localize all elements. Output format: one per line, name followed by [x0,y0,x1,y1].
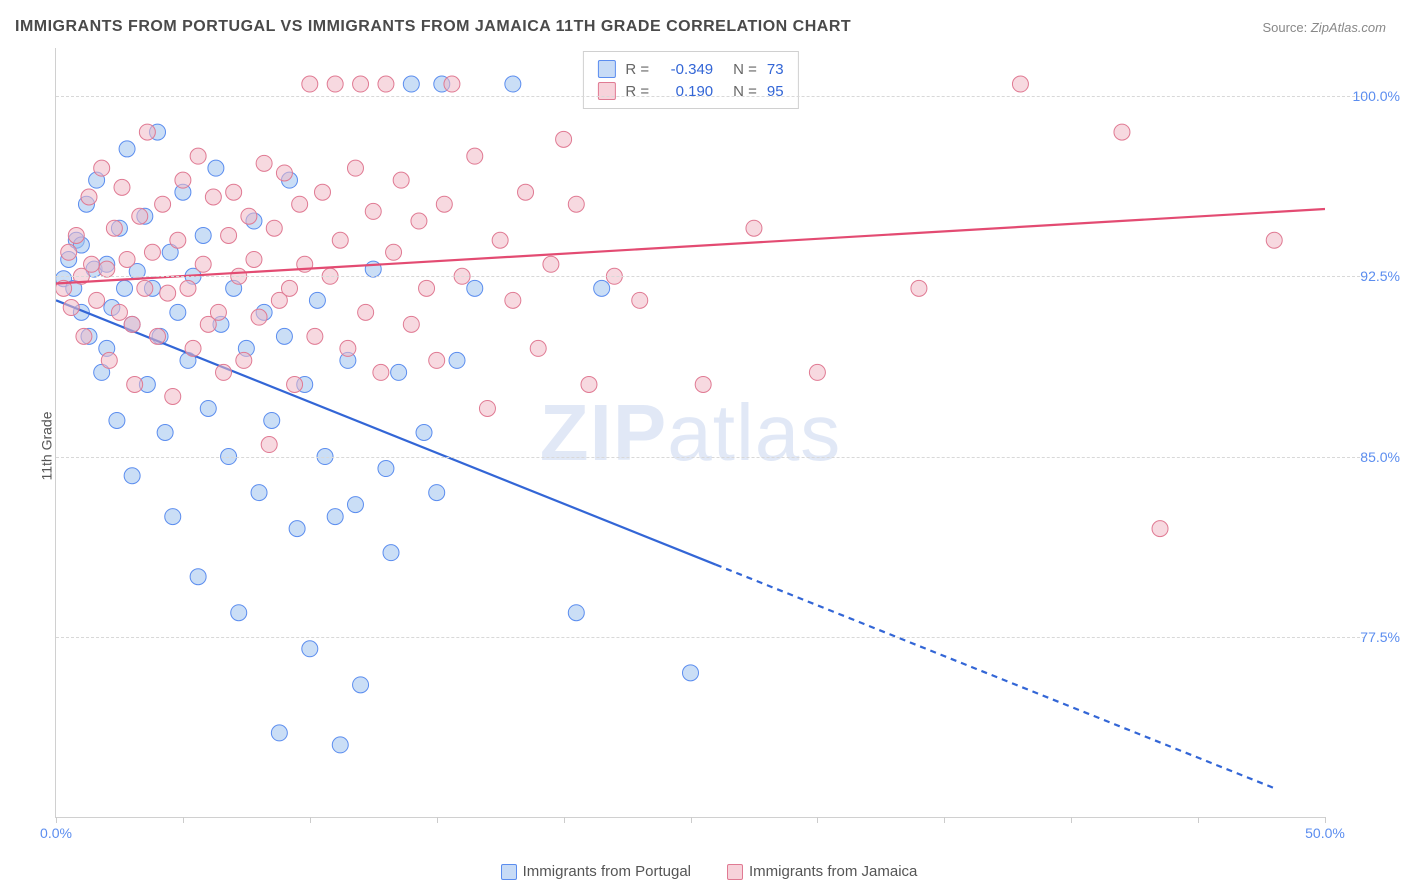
chart-svg [56,48,1325,817]
source-link[interactable]: ZipAtlas.com [1311,20,1386,35]
legend-swatch [501,864,517,880]
y-axis-label: 11th Grade [39,411,55,480]
ytick-label: 100.0% [1353,88,1400,104]
legend-bottom: Immigrants from Portugal Immigrants from … [0,863,1406,880]
plot-area: ZIPatlas R = -0.349 N = 73 R = 0.190 N =… [55,48,1325,818]
ytick-label: 85.0% [1360,449,1400,465]
legend-stats: R = -0.349 N = 73 R = 0.190 N = 95 [582,51,798,109]
legend-swatch [597,60,615,78]
xtick-label: 50.0% [1305,825,1345,841]
ytick-label: 92.5% [1360,268,1400,284]
watermark-bold: ZIP [540,388,667,477]
legend-stats-row: R = 0.190 N = 95 [597,80,783,102]
legend-item: Immigrants from Jamaica [715,863,917,880]
xtick-label: 0.0% [40,825,72,841]
legend-stats-row: R = -0.349 N = 73 [597,58,783,80]
legend-swatch [597,82,615,100]
chart-title: IMMIGRANTS FROM PORTUGAL VS IMMIGRANTS F… [15,18,851,36]
legend-item: Immigrants from Portugal [489,863,691,880]
source-attribution: Source: ZipAtlas.com [1262,20,1386,35]
watermark: ZIPatlas [540,387,841,479]
legend-swatch [727,864,743,880]
source-prefix: Source: [1262,20,1310,35]
watermark-light: atlas [667,388,841,477]
ytick-label: 77.5% [1360,629,1400,645]
